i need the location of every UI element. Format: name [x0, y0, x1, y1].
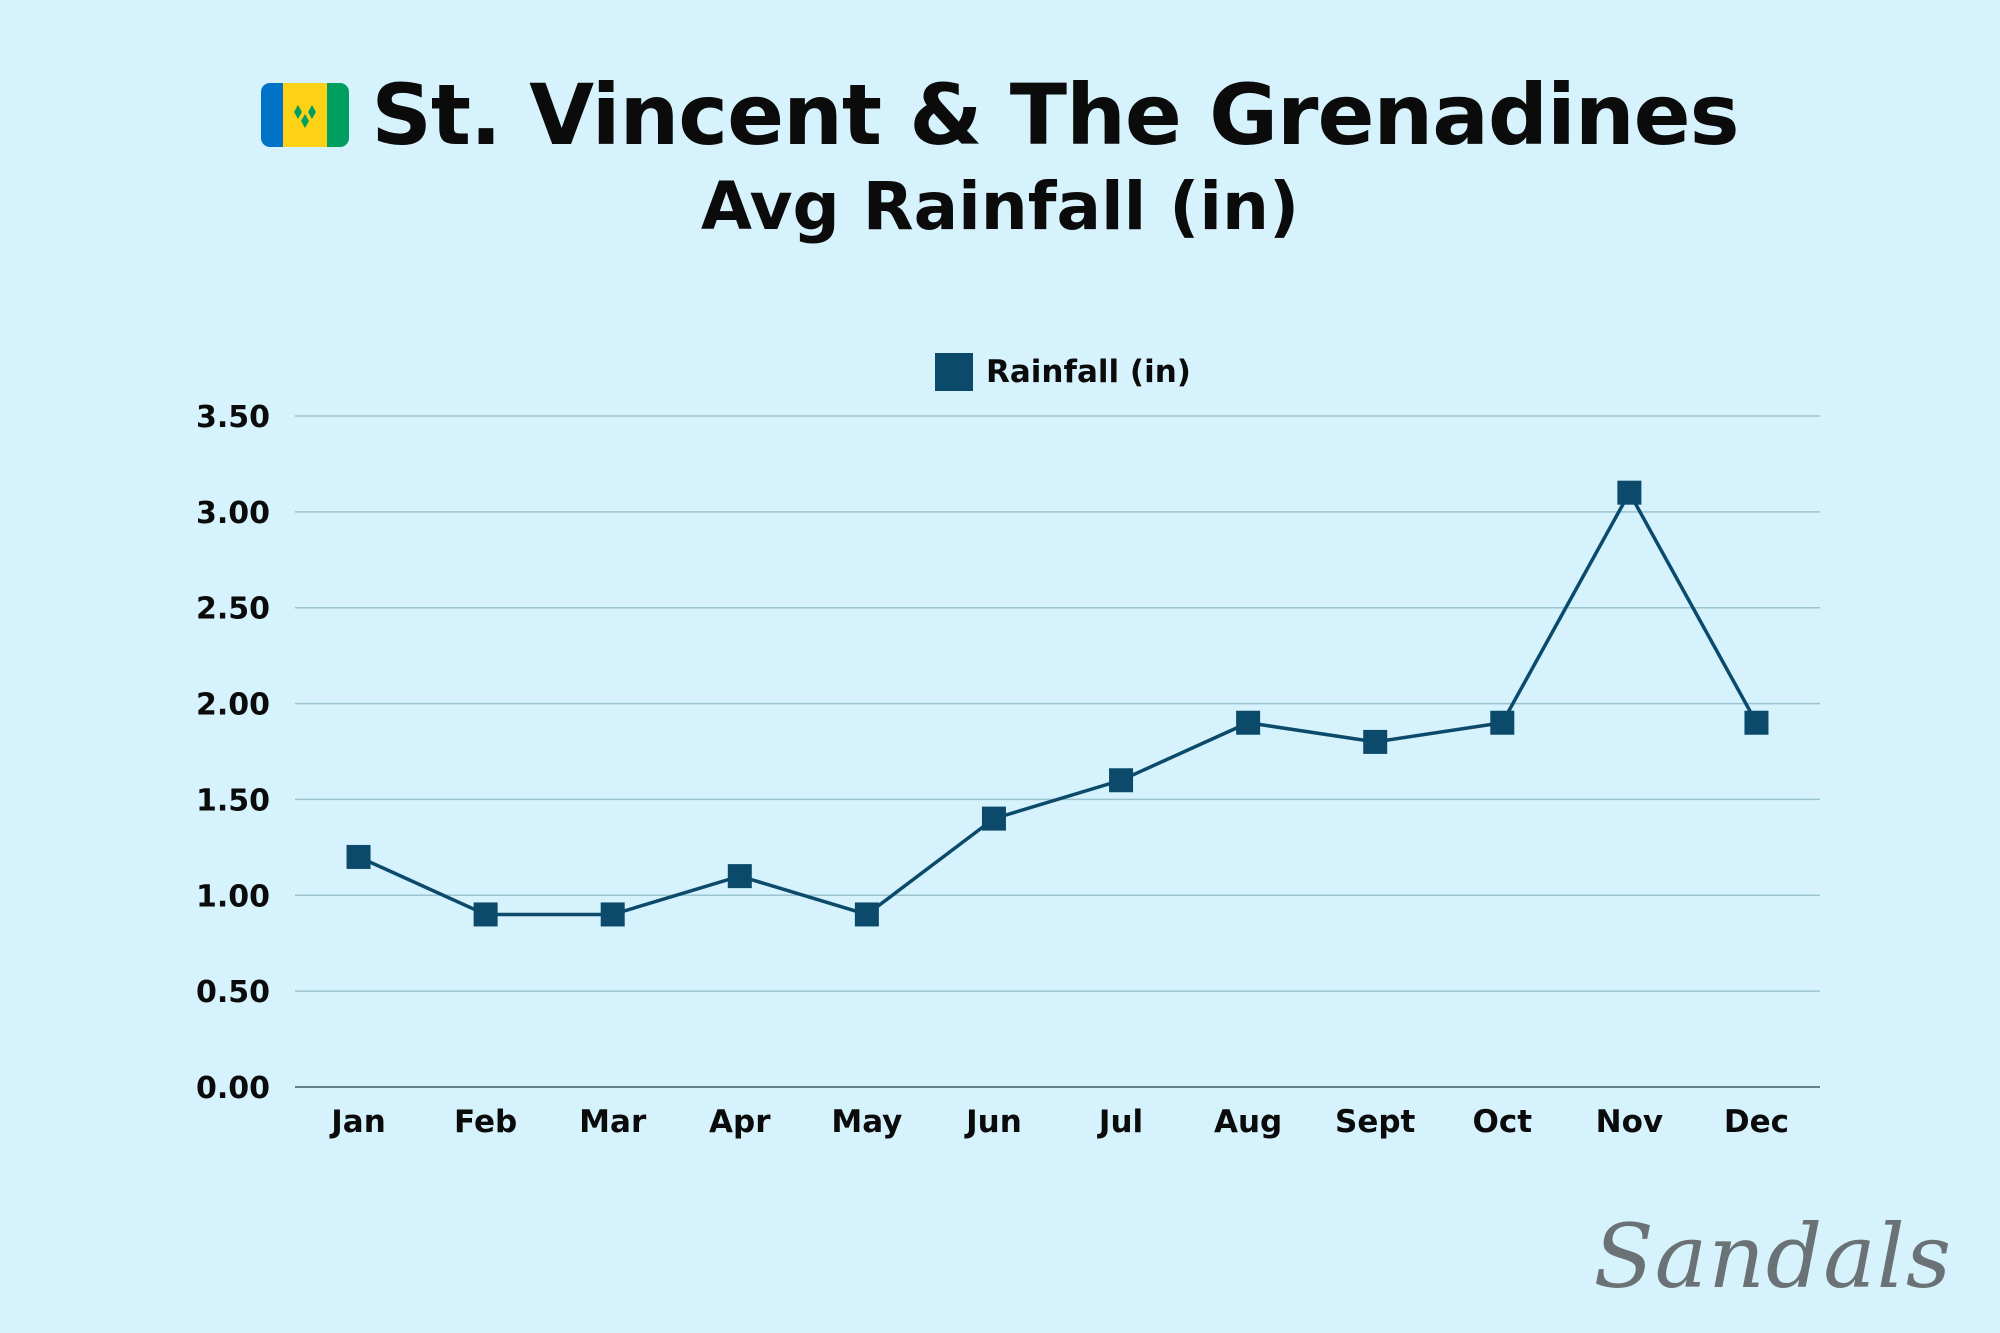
flag-green-band: [327, 83, 350, 147]
x-tick-label: Jun: [964, 1104, 1022, 1140]
legend-label: Rainfall (in): [986, 354, 1191, 390]
y-tick-label: 1.00: [196, 879, 270, 914]
y-tick-label: 3.00: [196, 496, 270, 531]
data-point-marker: [854, 902, 879, 927]
x-tick-label: Sept: [1335, 1104, 1416, 1140]
x-tick-label: Jul: [1097, 1104, 1143, 1140]
grid-lines: [295, 415, 1820, 1088]
y-tick-label: 3.50: [196, 400, 270, 435]
sandals-logo: Sandals: [1593, 1205, 1952, 1308]
x-tick-label: Feb: [454, 1104, 517, 1140]
x-tick-label: Apr: [709, 1104, 771, 1140]
data-point-marker: [473, 902, 498, 927]
x-tick-label: Oct: [1473, 1104, 1533, 1140]
flag-diamonds-icon: [294, 105, 317, 128]
data-point-marker: [1236, 710, 1261, 735]
x-tick-label: Jan: [329, 1104, 386, 1140]
y-tick-label: 0.00: [196, 1071, 270, 1106]
series-rainfall: [346, 480, 1769, 927]
data-point-marker: [1109, 768, 1134, 793]
page-title: St. Vincent & The Grenadines: [371, 66, 1739, 164]
data-point-marker: [1617, 480, 1642, 505]
page-subtitle: Avg Rainfall (in): [700, 168, 1300, 245]
y-tick-label: 2.50: [196, 592, 270, 627]
data-point-marker: [727, 864, 752, 889]
data-point-marker: [1744, 710, 1769, 735]
data-point-marker: [981, 806, 1006, 831]
y-tick-label: 0.50: [196, 975, 270, 1010]
legend: Rainfall (in): [935, 353, 1191, 391]
title-row: St. Vincent & The Grenadines: [0, 55, 2000, 175]
data-point-marker: [600, 902, 625, 927]
flag-blue-band: [261, 83, 284, 147]
data-point-marker: [1363, 729, 1388, 754]
data-point-marker: [346, 844, 371, 869]
flag-icon: [261, 83, 350, 147]
series-line: [357, 490, 1758, 917]
x-tick-label: Dec: [1724, 1104, 1789, 1140]
x-tick-label: Aug: [1214, 1104, 1282, 1140]
legend-swatch: [935, 353, 973, 391]
y-tick-label: 1.50: [196, 783, 270, 818]
x-axis: Jan Feb Mar Apr May Jun Jul Aug Sept Oct Nov Dec: [329, 1104, 1789, 1140]
flag-yellow-band: [283, 83, 328, 147]
y-axis: 0.00 0.50 1.00 1.50 2.00 2.50 3.00 3.50: [196, 400, 270, 1106]
data-point-marker: [1490, 710, 1515, 735]
x-tick-label: May: [831, 1104, 902, 1140]
y-tick-label: 2.00: [196, 688, 270, 723]
x-tick-label: Mar: [579, 1104, 647, 1140]
x-tick-label: Nov: [1596, 1104, 1663, 1140]
